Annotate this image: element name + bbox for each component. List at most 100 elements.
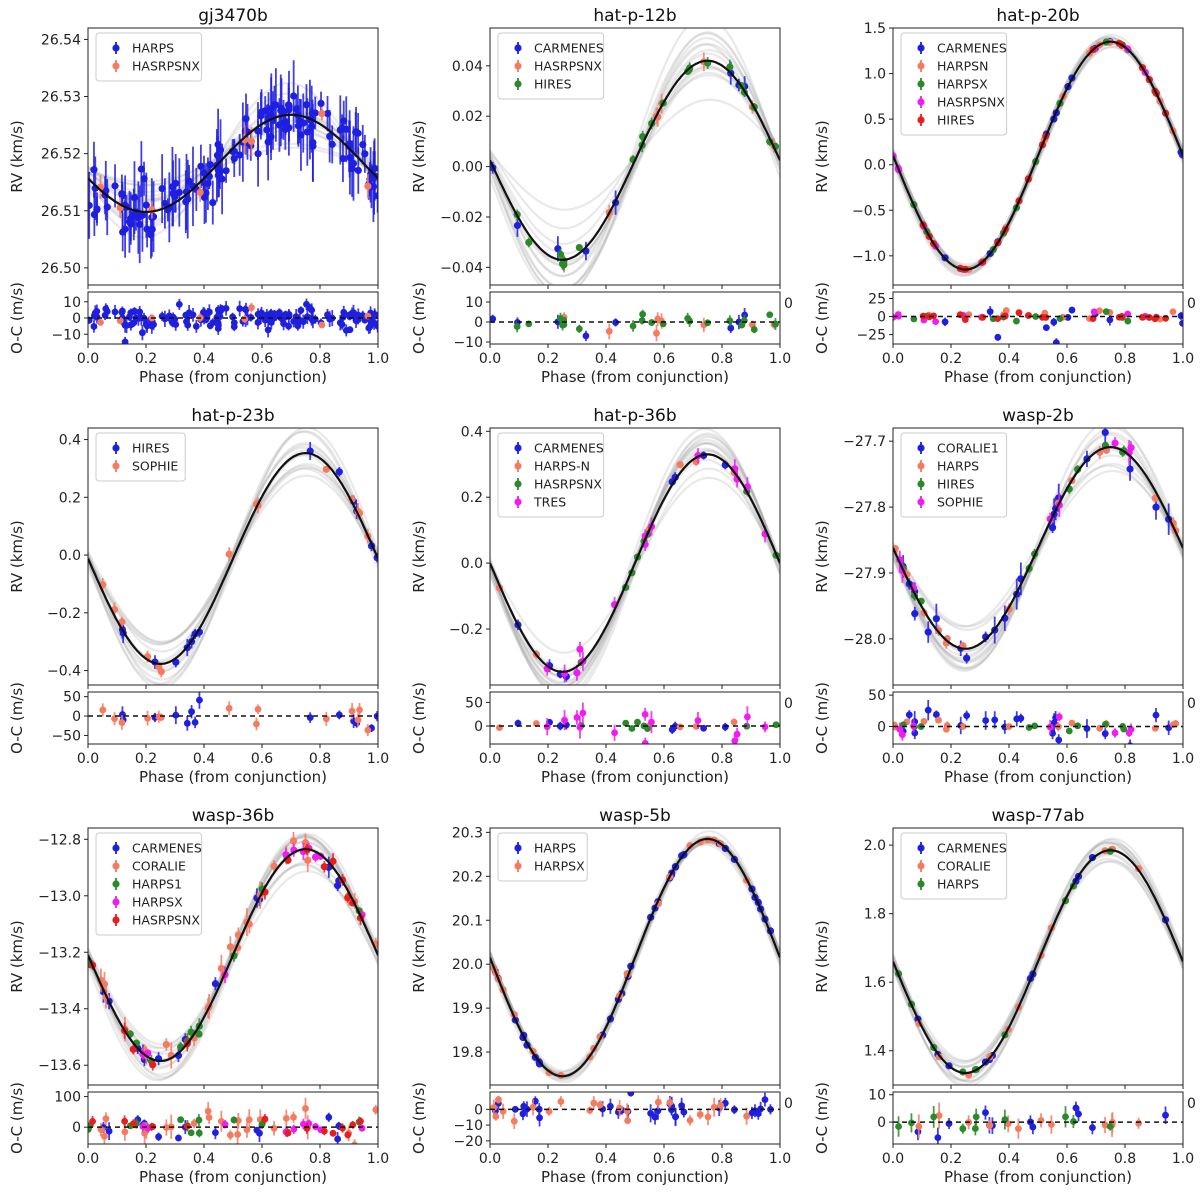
best-fit-model-curve: [88, 848, 378, 1063]
legend-marker: [112, 898, 120, 906]
x-tick-label: 0.4: [193, 1151, 215, 1167]
residual-point: [761, 1096, 769, 1104]
model-sample-curve: [490, 449, 780, 685]
x-tick-label: 0.0: [479, 751, 501, 767]
y-tick-label: 26.50: [41, 261, 81, 277]
residual-point: [666, 1099, 674, 1106]
data-point: [513, 221, 522, 230]
x-tick-label: 0.6: [251, 751, 273, 767]
data-point: [195, 1030, 203, 1038]
data-point: [272, 101, 280, 109]
legend-entry: CARMENES: [534, 41, 604, 56]
oc-axes-frame: [892, 1091, 1184, 1145]
y-tick-label: −0.02: [440, 210, 483, 226]
rv-y-axis-label: RV (km/s): [8, 520, 26, 593]
legend-entry: HARPSN: [937, 59, 988, 74]
data-point: [90, 166, 98, 174]
residual-point: [354, 716, 362, 724]
residual-point: [254, 310, 262, 318]
rv-axes-frame: [87, 427, 379, 686]
residual-point: [121, 1117, 129, 1125]
oc-y-tick-label: 10: [63, 295, 81, 311]
residual-point: [205, 308, 213, 316]
data-point: [182, 198, 190, 206]
residual-point: [111, 715, 118, 723]
panel-wasp-77ab: wasp-77ab 1.4 1.6 1.8 2.0 CARMENES CORALIE HARP…: [813, 806, 1196, 1186]
x-tick-label: 0.4: [998, 351, 1020, 367]
residual-point: [192, 322, 200, 330]
y-tick-label: 1.6: [864, 975, 886, 991]
oc-y-tick-label: 50: [63, 690, 81, 706]
residual-point: [320, 1127, 328, 1135]
residual-point: [212, 1129, 219, 1137]
residual-point: [529, 1103, 537, 1111]
residual-point: [190, 1119, 198, 1127]
residual-point: [358, 1124, 366, 1132]
x-tick-label: 0.8: [309, 351, 331, 367]
legend-entry: CORALIE: [937, 859, 991, 874]
residual-point: [575, 325, 583, 333]
legend-box: [497, 432, 605, 518]
data-point: [196, 188, 204, 196]
y-tick-label: −27.8: [843, 500, 886, 516]
legend-box: [497, 32, 605, 100]
legend-entry: HARPS: [937, 459, 979, 474]
residual-point: [1169, 308, 1177, 316]
oc-axes-frame: [87, 691, 379, 745]
x-tick-label: 0.0: [77, 1151, 99, 1167]
residual-point: [654, 1098, 662, 1106]
best-fit-model-curve: [893, 445, 1183, 650]
residual-point: [556, 722, 564, 730]
oc-axes-frame: [892, 691, 1184, 745]
residual-point: [1179, 319, 1183, 327]
residual-point: [111, 308, 119, 316]
x-tick-label: 0.2: [135, 351, 157, 367]
residual-point: [214, 321, 222, 329]
residual-point: [684, 314, 692, 322]
x-tick-label: 1.0: [1172, 751, 1194, 767]
legend-entry: HARPSX: [937, 77, 988, 92]
legend-entry: HIRES: [534, 77, 572, 92]
legend-entry: HASRPSNX: [534, 59, 602, 74]
y-tick-label: −1.0: [852, 249, 886, 265]
residual-point: [582, 332, 590, 340]
residual-point: [175, 1134, 182, 1142]
data-point: [136, 220, 144, 229]
data-point: [257, 108, 266, 116]
data-point: [118, 618, 126, 626]
x-tick-label: 0.8: [711, 351, 733, 367]
data-point: [576, 645, 584, 653]
residual-point: [696, 1111, 704, 1118]
residual-point: [205, 1114, 213, 1121]
residual-point: [1120, 725, 1128, 733]
x-axis-label: Phase (from conjunction): [139, 1168, 327, 1186]
residual-point: [191, 718, 199, 726]
data-point: [211, 980, 220, 988]
residual-point: [628, 725, 636, 732]
series-SOPHIE: [99, 465, 372, 678]
residual-point: [934, 1134, 942, 1142]
legend-marker: [917, 80, 925, 88]
model-sample-curve: [490, 67, 780, 255]
data-point: [129, 1045, 137, 1053]
residual-point: [991, 716, 999, 724]
residual-point: [196, 696, 203, 704]
model-band: [490, 28, 780, 285]
data-point: [147, 231, 155, 239]
oc-y-axis-label: O-C (m/s): [8, 282, 26, 354]
oc-points: [490, 307, 779, 342]
rv-y-axis-label: RV (km/s): [8, 120, 26, 193]
residual-point: [294, 322, 302, 330]
data-point: [1152, 503, 1160, 511]
legend: CARMENES HASRPSNX HIRES: [497, 32, 605, 100]
x-axis-label: Phase (from conjunction): [139, 768, 327, 786]
residual-point: [116, 317, 124, 325]
residual-point: [290, 317, 298, 325]
residual-point: [612, 319, 619, 326]
oc-y-axis-label: O-C (m/s): [410, 682, 428, 754]
y-tick-label: −0.04: [440, 260, 483, 276]
data-point: [225, 550, 233, 558]
best-fit-model-curve: [490, 59, 780, 261]
x-tick-label: 0.8: [309, 751, 331, 767]
x-tick-label: 0.8: [711, 751, 733, 767]
